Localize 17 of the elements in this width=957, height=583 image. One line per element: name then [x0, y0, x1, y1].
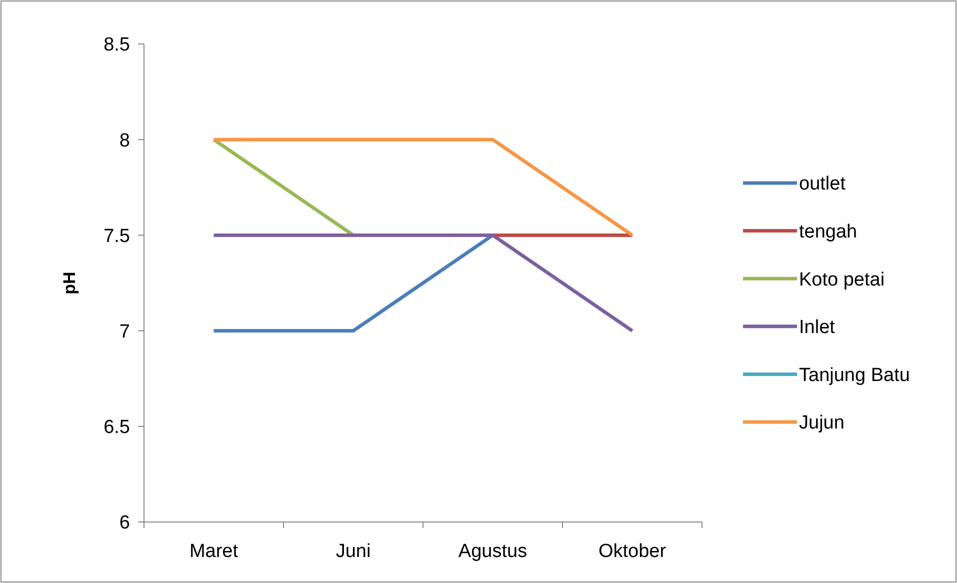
legend-label: tengah: [799, 221, 858, 242]
legend-label: Koto petai: [799, 269, 885, 290]
y-tick-label: 8.5: [104, 34, 130, 56]
y-tick-label: 6.5: [104, 417, 130, 438]
y-tick-label: 6: [119, 512, 130, 534]
legend-label: Inlet: [799, 317, 836, 338]
legend-label: Jujun: [799, 412, 844, 434]
y-tick-label: 8: [119, 130, 130, 152]
y-axis-title: pH: [60, 272, 79, 294]
legend-label: Tanjung Batu: [799, 364, 910, 386]
y-tick-label: 7.5: [104, 226, 130, 247]
x-tick-label: Maret: [189, 541, 239, 562]
x-tick-label: Juni: [336, 541, 371, 562]
x-tick-label: Agustus: [458, 541, 528, 562]
legend-label: outlet: [799, 174, 846, 195]
y-tick-label: 7: [119, 321, 130, 342]
x-tick-label: Oktober: [598, 541, 667, 562]
